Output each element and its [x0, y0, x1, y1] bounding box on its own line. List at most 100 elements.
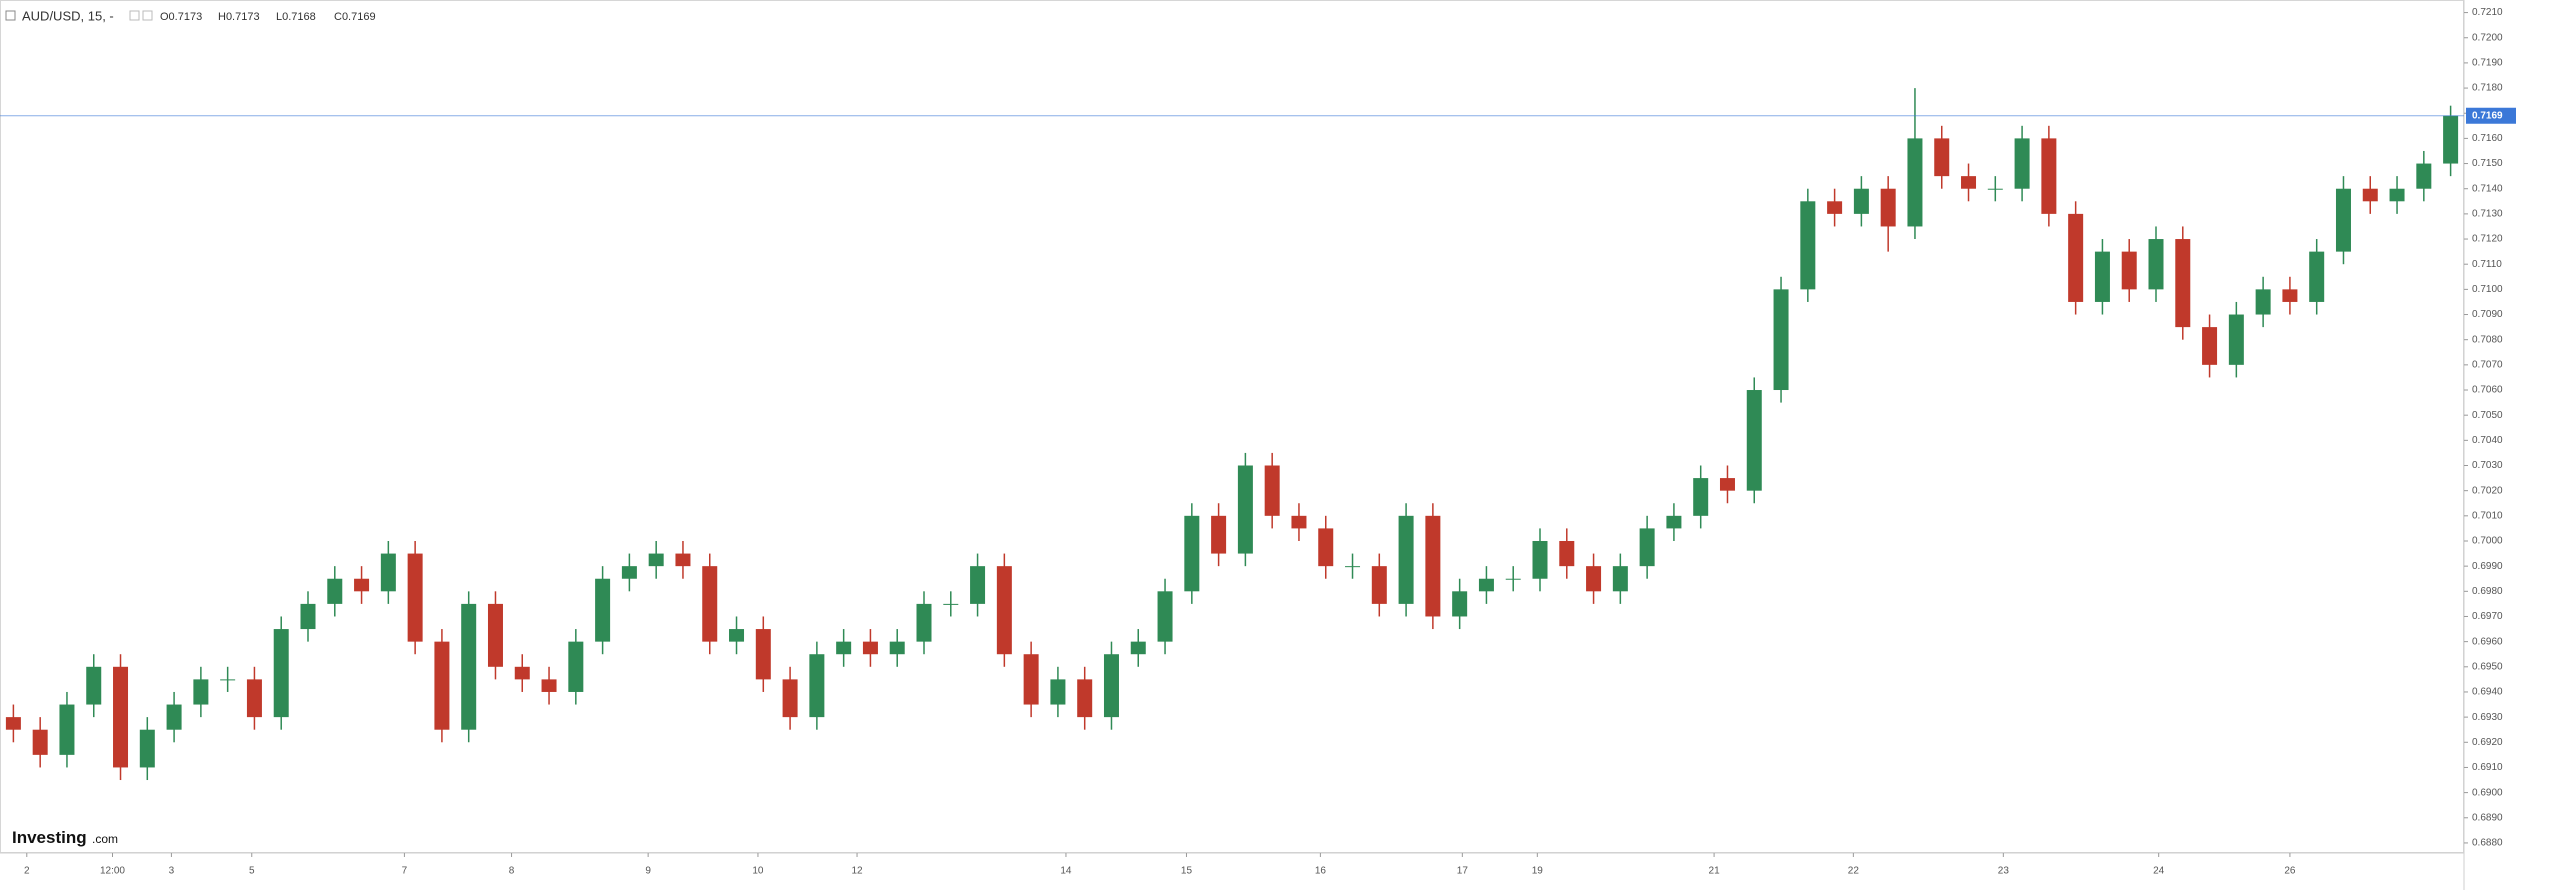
- candle-body: [2309, 251, 2325, 302]
- candle-body: [2121, 251, 2137, 290]
- y-tick-label: 0.7200: [2472, 32, 2503, 43]
- candle-body: [702, 566, 718, 642]
- candle-body: [2443, 115, 2459, 164]
- candle-body: [1639, 528, 1655, 567]
- x-tick-label: 8: [509, 866, 515, 877]
- x-tick-label: 22: [1848, 866, 1860, 877]
- y-tick-label: 0.7190: [2472, 58, 2503, 69]
- candle-body: [1746, 390, 1762, 491]
- candle-body: [1693, 478, 1709, 516]
- candle-body: [487, 603, 503, 667]
- candle-body: [1827, 201, 1843, 214]
- y-tick-label: 0.7010: [2472, 510, 2503, 521]
- y-tick-label: 0.7100: [2472, 284, 2503, 295]
- y-tick-label: 0.6990: [2472, 561, 2503, 572]
- candle-body: [755, 629, 771, 680]
- y-tick-label: 0.7030: [2472, 460, 2503, 471]
- candle-body: [2175, 239, 2191, 328]
- ohlc-value: O0.7173: [160, 11, 202, 23]
- candle-body: [166, 704, 182, 730]
- ohlc-value: C0.7169: [334, 11, 376, 23]
- candle-body: [2228, 314, 2244, 365]
- y-tick-label: 0.7060: [2472, 385, 2503, 396]
- candle-body: [1398, 515, 1414, 604]
- candle-body: [514, 666, 530, 680]
- candle-body: [273, 629, 289, 718]
- candle-body: [2282, 289, 2298, 302]
- candle-body: [1853, 188, 1869, 214]
- x-tick-label: 23: [1998, 866, 2010, 877]
- y-tick-label: 0.6940: [2472, 687, 2503, 698]
- y-tick-label: 0.6980: [2472, 586, 2503, 597]
- y-tick-label: 0.7070: [2472, 359, 2503, 370]
- toggle-icon[interactable]: [142, 10, 153, 21]
- candle-body: [1184, 515, 1200, 592]
- candle-body: [32, 729, 48, 755]
- candle-body: [2362, 188, 2378, 202]
- x-tick-label: 2: [24, 866, 30, 877]
- y-tick-label: 0.7180: [2472, 83, 2503, 94]
- candle-body: [246, 679, 262, 718]
- candle-body: [2014, 138, 2030, 189]
- candle-body: [2041, 138, 2057, 214]
- candle-body: [1719, 478, 1735, 491]
- candle-body: [1987, 188, 2003, 190]
- candle-body: [2416, 163, 2432, 189]
- collapse-icon[interactable]: [5, 10, 16, 21]
- y-tick-label: 0.7140: [2472, 183, 2503, 194]
- symbol: AUD/USD, 15, -: [22, 8, 114, 23]
- candle-body: [1505, 578, 1521, 580]
- price-label: 0.7169: [2472, 110, 2503, 121]
- ohlc-value: H0.7173: [218, 11, 260, 23]
- x-tick-label: 7: [402, 866, 408, 877]
- candle-body: [1211, 515, 1227, 554]
- candle-body: [1934, 138, 1950, 177]
- x-tick-label: 17: [1457, 866, 1469, 877]
- x-tick-label: 26: [2284, 866, 2296, 877]
- candle-body: [996, 566, 1012, 655]
- candle-body: [621, 566, 637, 579]
- candle-body: [1586, 566, 1602, 592]
- y-tick-label: 0.7110: [2472, 259, 2502, 270]
- candle-body: [916, 603, 932, 642]
- x-tick-label: 12:00: [100, 866, 125, 877]
- y-tick-label: 0.7050: [2472, 410, 2503, 421]
- candle-body: [113, 666, 129, 768]
- x-tick-label: 5: [249, 866, 255, 877]
- candle-body: [1612, 566, 1628, 592]
- candle-body: [1050, 679, 1066, 705]
- x-tick-label: 3: [169, 866, 175, 877]
- candle-body: [2148, 239, 2164, 290]
- candle-body: [2255, 289, 2271, 315]
- candle-body: [354, 578, 370, 592]
- ohlc-value: L0.7168: [276, 11, 316, 23]
- candle-body: [1532, 540, 1548, 579]
- y-tick-label: 0.6900: [2472, 787, 2503, 798]
- candle-body: [836, 641, 852, 655]
- candle-body: [1264, 465, 1280, 516]
- watermark-suffix: .com: [92, 832, 118, 846]
- watermark: Investing: [12, 828, 87, 847]
- candle-body: [86, 666, 102, 705]
- candle-body: [943, 603, 959, 605]
- x-tick-label: 16: [1315, 866, 1327, 877]
- candle-body: [1157, 591, 1173, 642]
- candle-body: [1559, 540, 1575, 567]
- y-tick-label: 0.7090: [2472, 309, 2503, 320]
- candle-body: [782, 679, 798, 718]
- candle-body: [461, 603, 477, 730]
- y-tick-label: 0.7080: [2472, 334, 2503, 345]
- candle-body: [1425, 515, 1441, 617]
- candle-body: [380, 553, 396, 592]
- x-tick-label: 19: [1532, 866, 1544, 877]
- candle-body: [568, 641, 584, 692]
- candle-body: [889, 641, 905, 655]
- toggle-icon[interactable]: [129, 10, 140, 21]
- candle-body: [193, 679, 209, 705]
- candle-body: [59, 704, 75, 755]
- y-tick-label: 0.6890: [2472, 812, 2503, 823]
- y-tick-label: 0.6960: [2472, 636, 2503, 647]
- y-tick-label: 0.6920: [2472, 737, 2503, 748]
